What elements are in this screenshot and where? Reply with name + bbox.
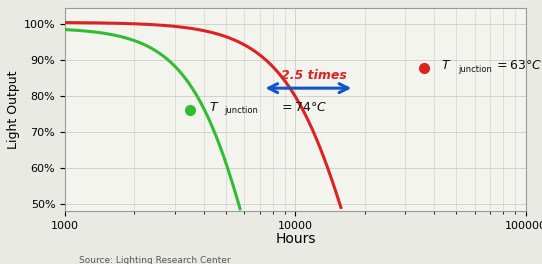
Text: $= 74°C$: $= 74°C$	[279, 101, 327, 114]
Text: 2.5 times: 2.5 times	[281, 69, 346, 82]
Text: $T$: $T$	[209, 101, 219, 114]
Text: junction: junction	[459, 65, 492, 74]
Text: $= 63°C$: $= 63°C$	[494, 59, 542, 72]
X-axis label: Hours: Hours	[275, 232, 315, 246]
Text: junction: junction	[224, 106, 258, 115]
Y-axis label: Light Output: Light Output	[7, 70, 20, 149]
Text: Source: Lighting Research Center: Source: Lighting Research Center	[79, 256, 230, 264]
Text: $T$: $T$	[441, 59, 452, 72]
